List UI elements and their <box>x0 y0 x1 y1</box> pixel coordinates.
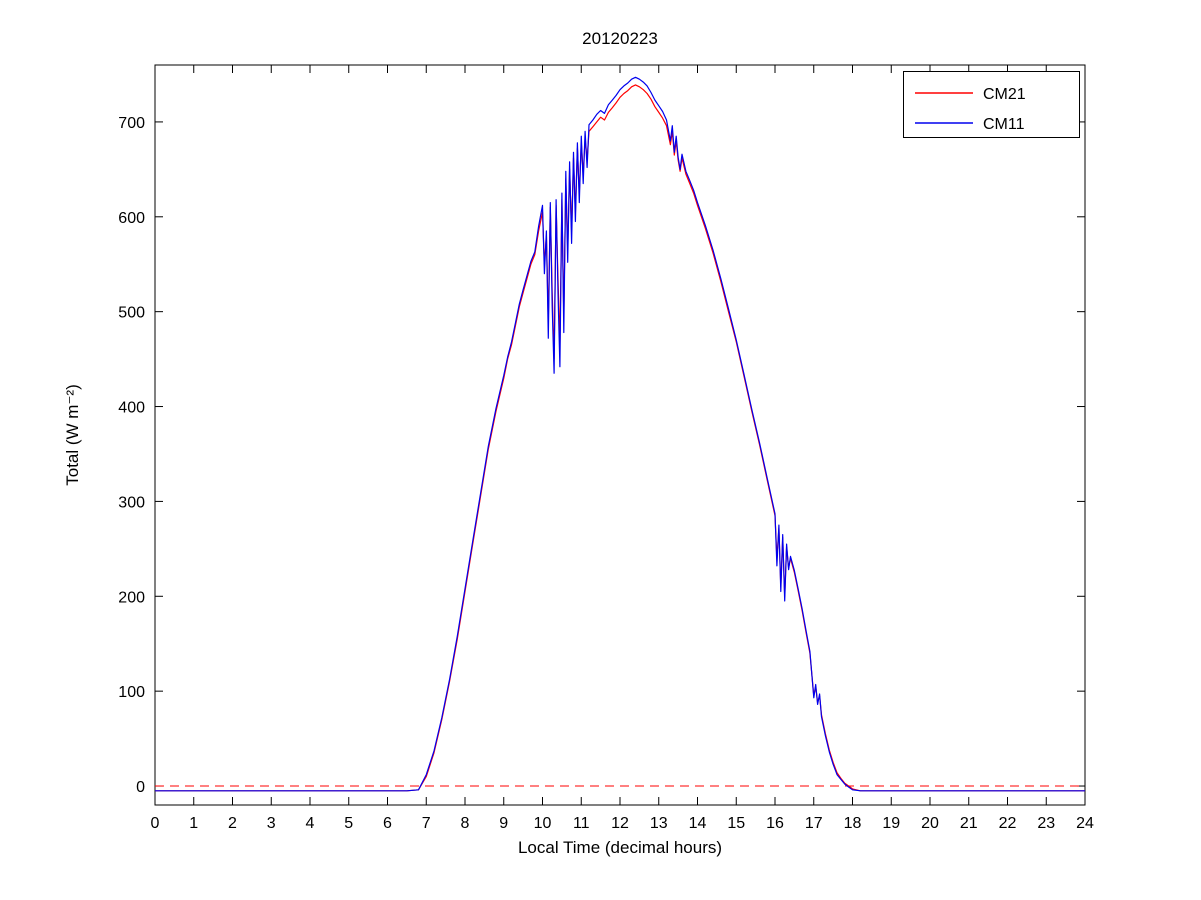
x-axis-label: Local Time (decimal hours) <box>518 838 722 857</box>
y-tick-label: 700 <box>118 115 145 132</box>
x-tick-label: 10 <box>534 815 552 832</box>
legend: CM21 CM11 <box>903 71 1080 138</box>
x-tick-label: 11 <box>573 815 590 832</box>
x-tick-label: 6 <box>383 815 392 832</box>
x-tick-label: 23 <box>1037 815 1055 832</box>
legend-label-cm11: CM11 <box>983 116 1025 133</box>
series-layer <box>155 76 1085 792</box>
x-tick-label: 19 <box>882 815 900 832</box>
series-line-cm21 <box>155 84 1085 792</box>
x-tick-label: 22 <box>999 815 1017 832</box>
x-tick-label: 18 <box>844 815 862 832</box>
legend-label-cm21: CM21 <box>983 86 1026 103</box>
x-tick-label: 14 <box>689 815 707 832</box>
y-tick-label: 200 <box>118 589 145 606</box>
x-tick-label: 2 <box>228 815 237 832</box>
chart-title: 20120223 <box>582 29 658 48</box>
x-tick-label: 0 <box>151 815 160 832</box>
y-tick-label: 600 <box>118 210 145 227</box>
series-line-cm11 <box>155 76 1085 792</box>
y-tick-label: 300 <box>118 494 145 511</box>
y-tick-label: 100 <box>118 684 145 701</box>
y-tick-label: 400 <box>118 400 145 417</box>
legend-box <box>903 71 1080 138</box>
x-tick-label: 20 <box>921 815 939 832</box>
x-tick-label: 9 <box>499 815 508 832</box>
y-tick-label: 0 <box>136 779 145 796</box>
plot-box <box>154 64 1086 806</box>
x-tick-label: 8 <box>461 815 470 832</box>
axes-layer: 0 1 2 3 4 5 6 7 8 9 10 11 12 13 14 15 16 17 18 19 20 21 22 23 24… <box>118 64 1094 832</box>
x-tick-label: 16 <box>766 815 784 832</box>
x-tick-label: 24 <box>1076 815 1094 832</box>
x-tick-label: 1 <box>189 815 198 832</box>
y-tick-label: 500 <box>118 305 145 322</box>
x-tick-label: 4 <box>306 815 315 832</box>
x-tick-label: 5 <box>344 815 353 832</box>
x-tick-label: 21 <box>960 815 978 832</box>
x-tick-label: 17 <box>805 815 823 832</box>
legend-samples <box>915 92 973 124</box>
x-tick-label: 12 <box>611 815 629 832</box>
y-axis-label: Total (W m⁻²) <box>63 384 82 486</box>
x-tick-label: 13 <box>650 815 668 832</box>
x-tick-label: 15 <box>727 815 745 832</box>
x-tick-label: 3 <box>267 815 276 832</box>
x-tick-label: 7 <box>422 815 431 832</box>
